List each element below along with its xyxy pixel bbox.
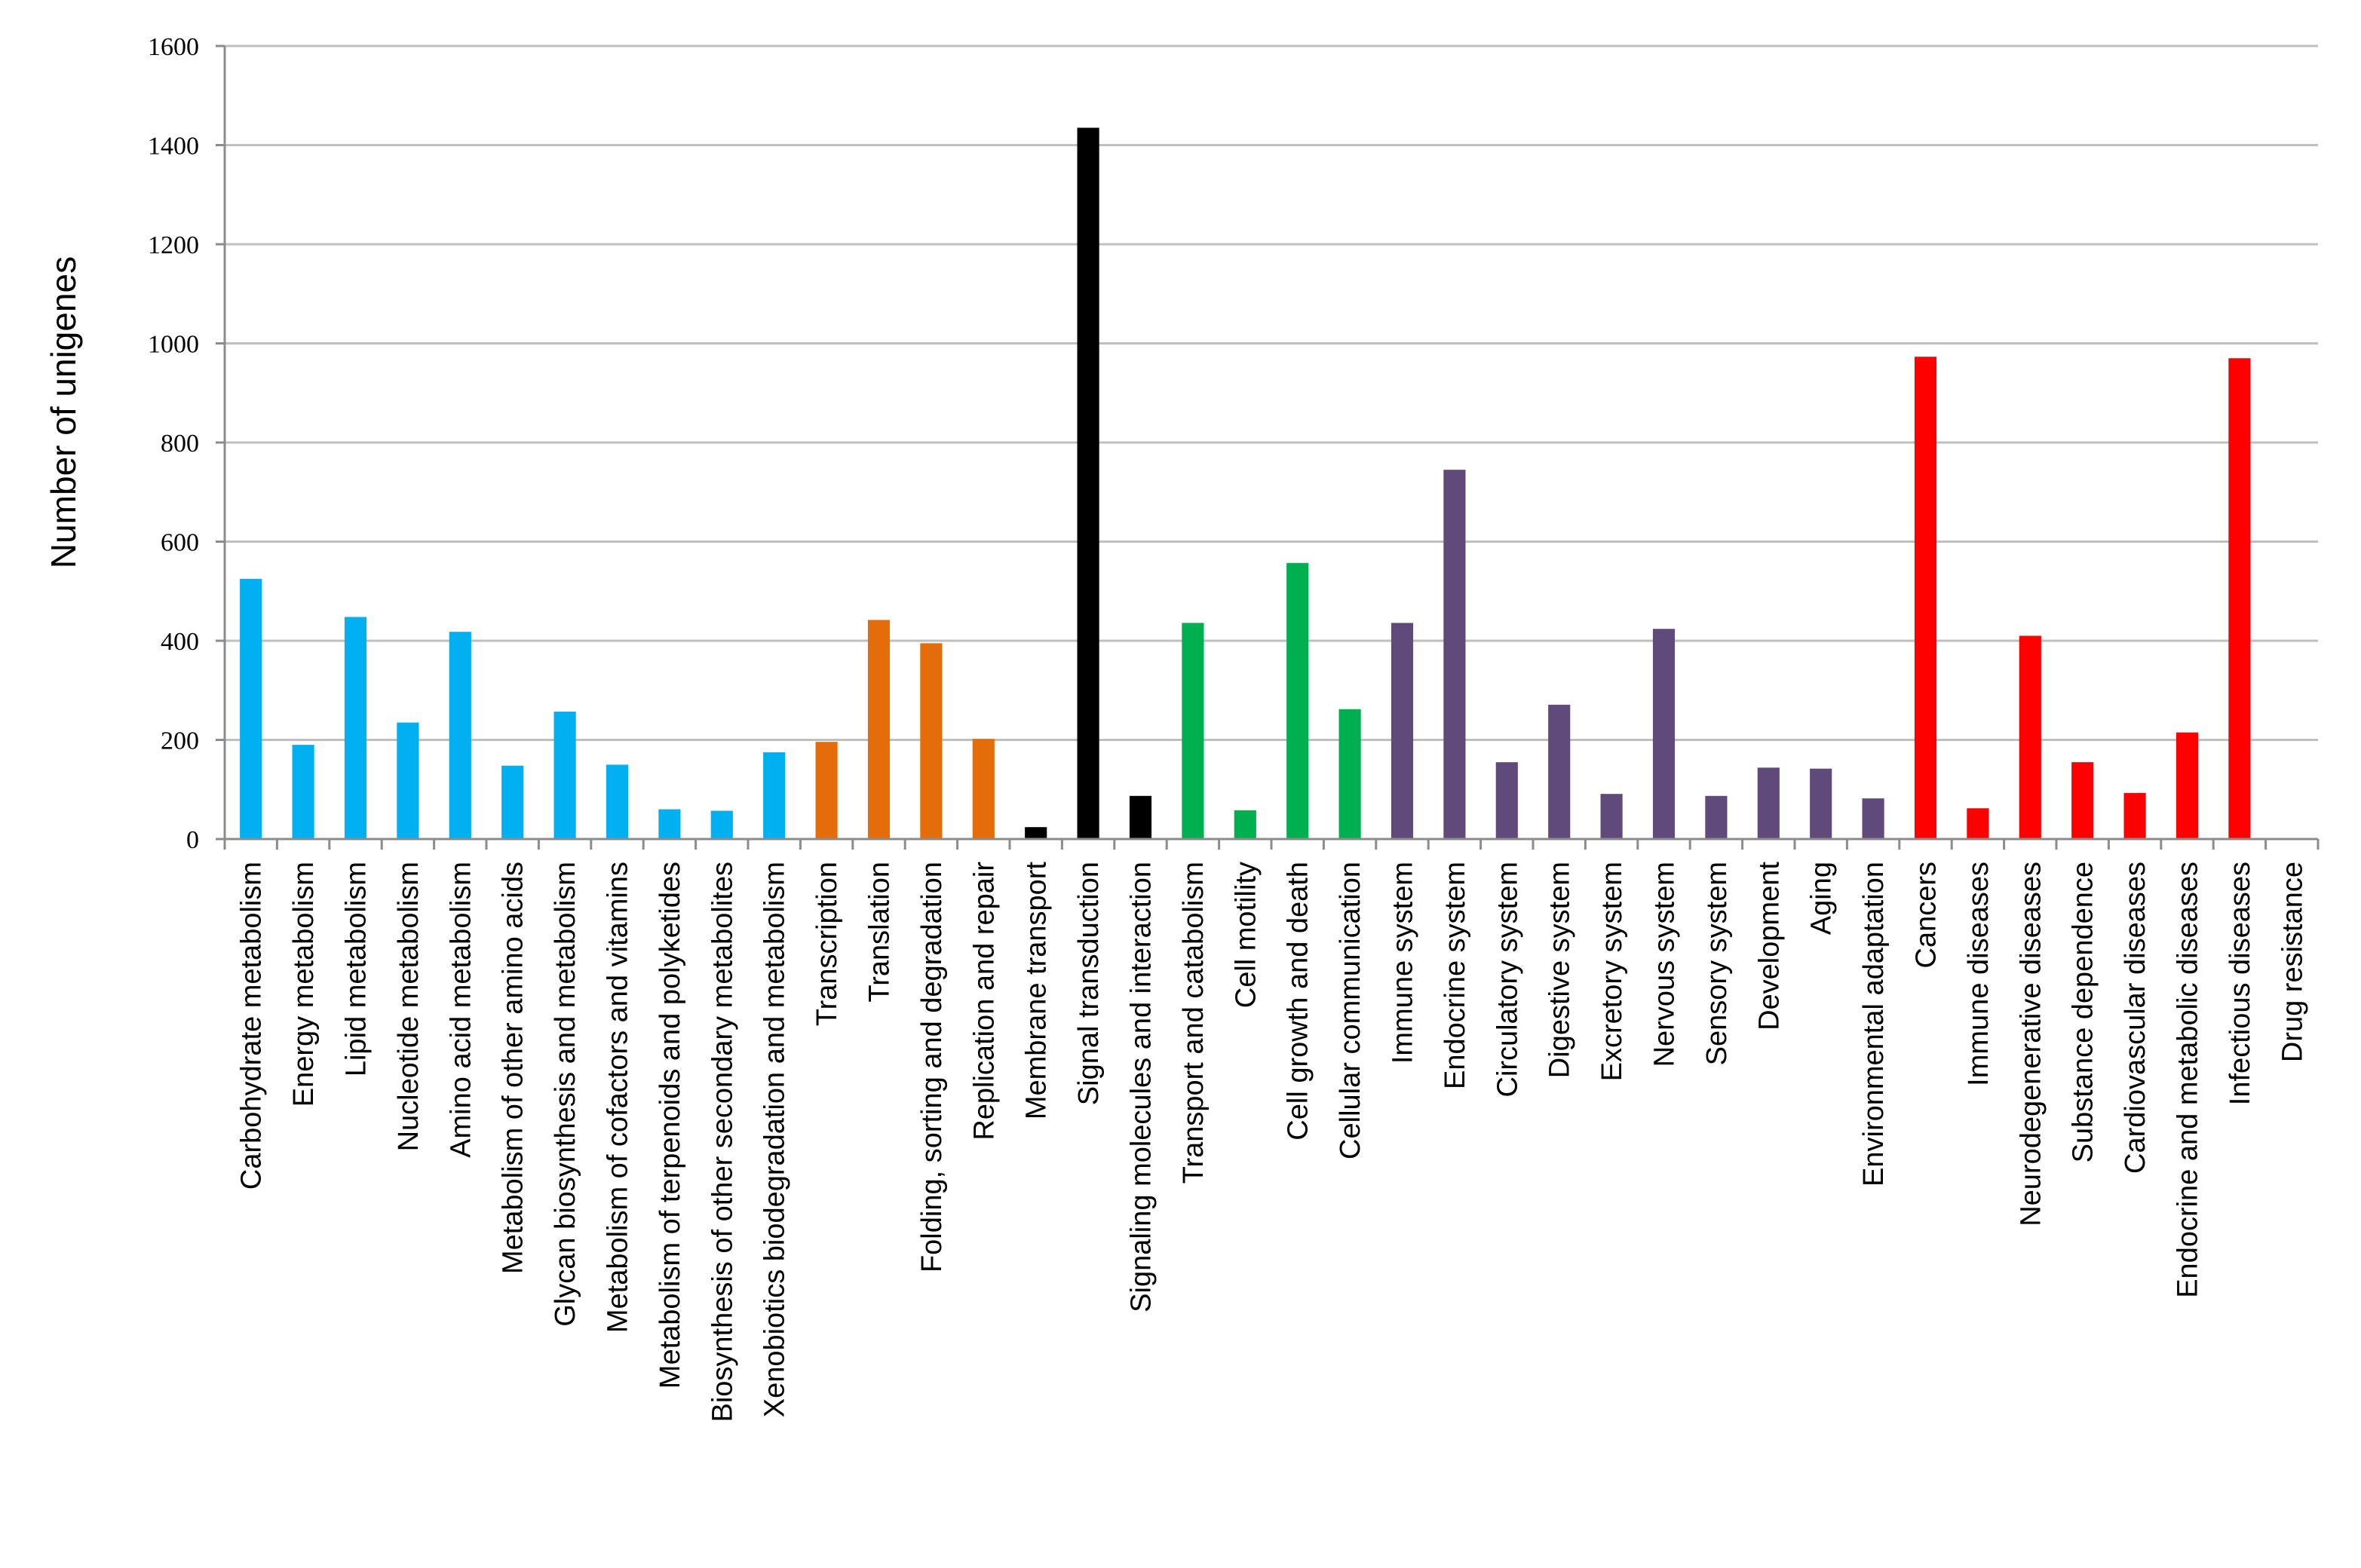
y-tick-label: 1200: [148, 231, 199, 259]
x-category-label: Metabolism of other amino acids: [498, 862, 529, 1274]
x-category-label: Cell growth and death: [1283, 862, 1314, 1141]
bar: [1338, 709, 1361, 839]
x-category-label: Cancers: [1911, 862, 1942, 969]
x-category-label: Cardiovascular diseases: [2120, 862, 2151, 1174]
bar: [2071, 762, 2094, 839]
gridlines: [225, 44, 2318, 741]
x-category-label: Signal transduction: [1073, 862, 1105, 1105]
bar: [710, 810, 733, 839]
x-category-label: Translation: [864, 862, 896, 1003]
x-category-label: Metabolism of terpenoids and polyketides: [655, 862, 686, 1389]
bar: [2228, 358, 2251, 840]
bar: [658, 809, 681, 839]
x-category-label: Infectious diseases: [2225, 862, 2256, 1105]
x-category-label: Signaling molecules and interaction: [1126, 862, 1158, 1312]
bar: [972, 739, 995, 839]
x-category-label: Transport and catabolism: [1178, 862, 1210, 1184]
y-tick-label: 0: [186, 826, 199, 854]
bar: [1548, 704, 1571, 839]
x-category-label: Digestive system: [1544, 862, 1576, 1078]
y-tick-label: 200: [161, 727, 199, 755]
bar: [1025, 827, 1047, 839]
bars: [240, 127, 2251, 840]
bar: [1757, 767, 1780, 839]
bar: [1967, 808, 1989, 839]
bar: [1391, 623, 1414, 839]
bar: [449, 632, 471, 839]
x-category-label: Environmental adaptation: [1858, 862, 1890, 1187]
x-category-label: Excretory system: [1596, 862, 1628, 1081]
bar: [1914, 357, 1937, 839]
x-category-label: Nucleotide metabolism: [393, 862, 425, 1151]
bar: [606, 764, 629, 839]
x-category-label: Cellular communication: [1335, 862, 1366, 1159]
x-category-label: Immune system: [1387, 862, 1419, 1064]
x-category-label: Neurodegenerative diseases: [2015, 862, 2047, 1227]
bar: [1443, 470, 1466, 839]
y-tick-label: 600: [161, 529, 199, 557]
bar: [867, 620, 891, 839]
bar: [344, 617, 367, 839]
bar: [553, 712, 576, 839]
x-category-label: Nervous system: [1649, 862, 1681, 1067]
bar: [240, 578, 262, 839]
x-category-label: Cell motility: [1230, 862, 1262, 1008]
bar: [1495, 762, 1518, 839]
bar: [1286, 562, 1309, 839]
y-tick-label: 1000: [148, 331, 199, 359]
bar: [2019, 635, 2041, 839]
bar: [1129, 795, 1152, 839]
x-category-label: Folding, sorting and degradation: [916, 862, 948, 1272]
bar: [815, 742, 838, 839]
bar: [397, 722, 419, 839]
x-category-label: Circulatory system: [1492, 862, 1523, 1098]
bar: [1810, 768, 1832, 839]
bar: [2123, 792, 2146, 839]
x-category-label: Lipid metabolism: [341, 862, 373, 1076]
bar: [1077, 127, 1099, 840]
bar: [1234, 810, 1256, 839]
x-axis-tick-marks: [216, 44, 2320, 850]
bar: [292, 745, 314, 839]
bar: [501, 765, 524, 839]
x-category-label: Replication and repair: [968, 862, 1000, 1141]
y-tick-label: 1400: [148, 133, 199, 161]
x-category-label: Endocrine system: [1440, 862, 1471, 1089]
x-category-label: Energy metabolism: [288, 862, 320, 1107]
bar: [2175, 732, 2199, 839]
bar: [1705, 795, 1728, 839]
x-category-label: Transcription: [811, 862, 843, 1026]
x-category-label: Biosynthesis of other secondary metaboli…: [707, 862, 738, 1423]
x-category-label: Xenobiotics biodegradation and metabolis…: [759, 862, 791, 1417]
x-category-label: Metabolism of cofactors and vitamins: [603, 862, 634, 1333]
x-category-label: Membrane transport: [1021, 862, 1053, 1120]
y-tick-label: 400: [161, 628, 199, 656]
bar: [1182, 623, 1204, 839]
y-axis-title: Number of unigenes: [44, 256, 83, 568]
y-axis-ticks: 0 200 400 600 800 1000 1200 1400 1600: [148, 33, 199, 854]
bar: [920, 643, 943, 839]
x-category-label: Carbohydrate metabolism: [236, 862, 268, 1190]
bar: [1600, 794, 1623, 839]
x-axis-category-labels: Carbohydrate metabolism Energy metabolism…: [236, 862, 2309, 1423]
x-category-label: Endocrine and metabolic diseases: [2172, 862, 2204, 1298]
y-tick-label: 1600: [148, 33, 199, 61]
x-category-label: Sensory system: [1701, 862, 1733, 1065]
bar: [763, 752, 786, 839]
y-tick-label: 800: [161, 430, 199, 458]
bar: [1652, 629, 1676, 839]
x-category-label: Aging: [1806, 862, 1838, 935]
x-category-label: Development: [1753, 862, 1785, 1031]
x-category-label: Drug resistance: [2277, 862, 2308, 1062]
x-category-label: Immune diseases: [1963, 862, 1995, 1086]
x-category-label: Substance dependence: [2068, 862, 2099, 1162]
bar: [1862, 798, 1884, 839]
x-category-label: Amino acid metabolism: [445, 862, 477, 1158]
x-category-label: Glycan biosynthesis and metabolism: [550, 862, 581, 1327]
